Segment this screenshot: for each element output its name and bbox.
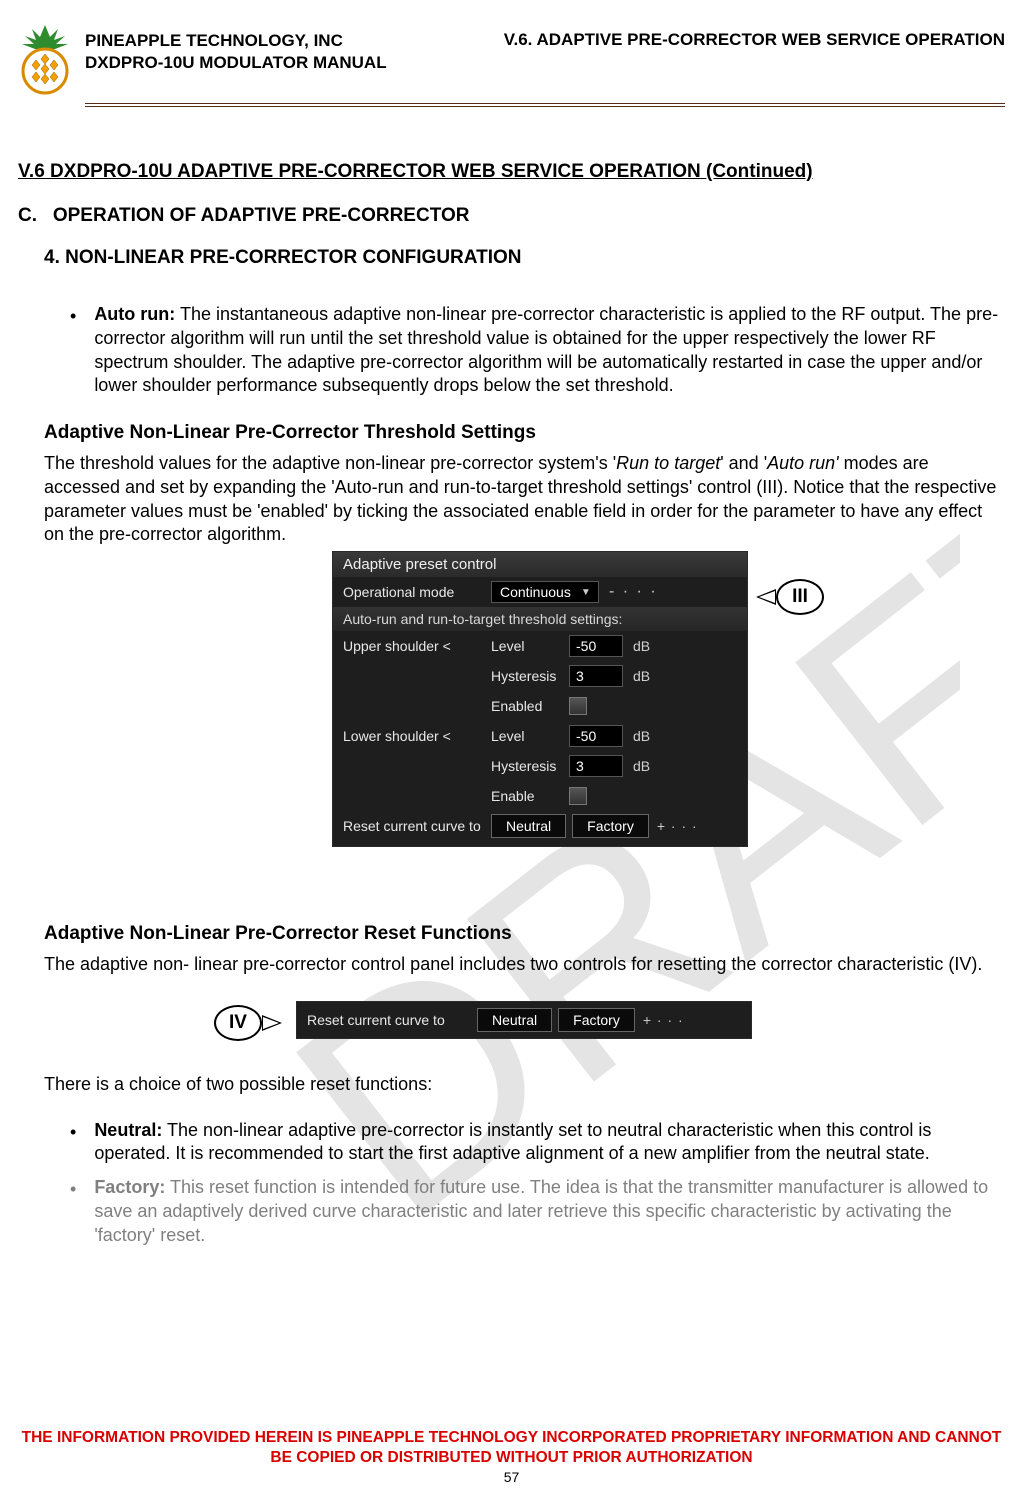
subsection-c-label: C. bbox=[18, 205, 37, 226]
company-name: PINEAPPLE TECHNOLOGY, INC bbox=[85, 30, 387, 52]
page-header: PINEAPPLE TECHNOLOGY, INC DXDPRO-10U MOD… bbox=[18, 24, 1005, 101]
reset-dots-2: + · · · bbox=[643, 1012, 684, 1028]
enabled-label-1: Enabled bbox=[491, 698, 569, 714]
reset-label-2: Reset current curve to bbox=[307, 1012, 477, 1028]
section-title-text: V.6 DXDPRO-10U ADAPTIVE PRE-CORRECTOR WE… bbox=[18, 161, 701, 182]
proprietary-notice: THE INFORMATION PROVIDED HEREIN IS PINEA… bbox=[18, 1428, 1005, 1467]
lower-enable-checkbox[interactable] bbox=[569, 787, 587, 805]
bullet-neutral: • Neutral: The non-linear adaptive pre-c… bbox=[70, 1119, 1005, 1167]
section-title-continued: (Continued) bbox=[701, 161, 813, 182]
panel-2-wrap: IV Reset current curve to Neutral Factor… bbox=[44, 995, 1005, 1051]
adaptive-preset-panel: Adaptive preset control Operational mode… bbox=[332, 551, 748, 847]
reset-paragraph: The adaptive non- linear pre-corrector c… bbox=[44, 953, 1005, 977]
bullet-factory: • Factory: This reset function is intend… bbox=[70, 1176, 1005, 1247]
unit-db-2: dB bbox=[633, 668, 650, 684]
bullet-auto-run: • Auto run: The instantaneous adaptive n… bbox=[70, 303, 1005, 398]
unit-db-3: dB bbox=[633, 728, 650, 744]
op-mode-dots: - · · · bbox=[609, 583, 658, 601]
callout-III: III bbox=[756, 579, 824, 615]
page-number: 57 bbox=[18, 1469, 1005, 1485]
bullet-auto-run-text: The instantaneous adaptive non-linear pr… bbox=[94, 304, 998, 395]
upper-level-input[interactable]: -50 bbox=[569, 635, 623, 657]
level-label-1: Level bbox=[491, 638, 569, 654]
panel-subheader: Auto-run and run-to-target threshold set… bbox=[333, 607, 747, 631]
manual-name: DXDPRO-10U MODULATOR MANUAL bbox=[85, 52, 387, 74]
unit-db-4: dB bbox=[633, 758, 650, 774]
lower-level-input[interactable]: -50 bbox=[569, 725, 623, 747]
neutral-button-1[interactable]: Neutral bbox=[491, 814, 566, 838]
bullet-neutral-text: The non-linear adaptive pre-corrector is… bbox=[94, 1120, 931, 1164]
section-title: V.6 DXDPRO-10U ADAPTIVE PRE-CORRECTOR WE… bbox=[18, 161, 1005, 183]
callout-IV-label: IV bbox=[214, 1005, 262, 1041]
header-section-ref: V.6. ADAPTIVE PRE-CORRECTOR WEB SERVICE … bbox=[504, 30, 1005, 74]
reset-heading: Adaptive Non-Linear Pre-Corrector Reset … bbox=[44, 923, 1005, 945]
header-left: PINEAPPLE TECHNOLOGY, INC DXDPRO-10U MOD… bbox=[85, 30, 387, 74]
bullet-dot-icon: • bbox=[70, 303, 76, 398]
panel-title: Adaptive preset control bbox=[333, 552, 747, 577]
upper-hyst-input[interactable]: 3 bbox=[569, 665, 623, 687]
enable-label-2: Enable bbox=[491, 788, 569, 804]
level-label-2: Level bbox=[491, 728, 569, 744]
upper-enabled-checkbox[interactable] bbox=[569, 697, 587, 715]
neutral-button-2[interactable]: Neutral bbox=[477, 1008, 552, 1032]
bullet-factory-text: This reset function is intended for futu… bbox=[94, 1177, 988, 1245]
lower-hyst-input[interactable]: 3 bbox=[569, 755, 623, 777]
bullet-auto-run-label: Auto run: bbox=[94, 304, 175, 324]
dropdown-caret-icon: ▼ bbox=[581, 587, 591, 598]
unit-db-1: dB bbox=[633, 638, 650, 654]
logo bbox=[18, 24, 73, 101]
factory-button-1[interactable]: Factory bbox=[572, 814, 649, 838]
op-mode-label: Operational mode bbox=[343, 584, 491, 600]
callout-tail-right-icon bbox=[262, 1015, 282, 1031]
hyst-label-1: Hysteresis bbox=[491, 668, 569, 684]
hyst-label-2: Hysteresis bbox=[491, 758, 569, 774]
reset-panel: Reset current curve to Neutral Factory +… bbox=[296, 1001, 752, 1039]
threshold-heading: Adaptive Non-Linear Pre-Corrector Thresh… bbox=[44, 422, 1005, 444]
bullet-dot-icon: • bbox=[70, 1176, 76, 1247]
subsection-c-text: OPERATION OF ADAPTIVE PRE-CORRECTOR bbox=[53, 205, 470, 226]
op-mode-value: Continuous bbox=[500, 584, 571, 600]
bullet-factory-label: Factory: bbox=[94, 1177, 165, 1197]
bullet-dot-icon: • bbox=[70, 1119, 76, 1167]
subsection-4: 4. NON-LINEAR PRE-CORRECTOR CONFIGURATIO… bbox=[44, 247, 1005, 269]
callout-tail-left-icon bbox=[756, 589, 776, 605]
lower-shoulder-label: Lower shoulder < bbox=[343, 728, 491, 744]
callout-IV: IV bbox=[214, 1005, 282, 1041]
reset-dots-1: + · · · bbox=[657, 818, 698, 834]
page-footer: THE INFORMATION PROVIDED HEREIN IS PINEA… bbox=[18, 1428, 1005, 1485]
subsection-c: C. OPERATION OF ADAPTIVE PRE-CORRECTOR bbox=[18, 205, 1005, 227]
op-mode-select[interactable]: Continuous ▼ bbox=[491, 581, 599, 603]
upper-shoulder-label: Upper shoulder < bbox=[343, 638, 491, 654]
choice-line: There is a choice of two possible reset … bbox=[44, 1073, 1005, 1097]
threshold-paragraph: The threshold values for the adaptive no… bbox=[44, 452, 1005, 547]
bullet-neutral-label: Neutral: bbox=[94, 1120, 162, 1140]
panel-1-wrap: Adaptive preset control Operational mode… bbox=[44, 551, 1005, 917]
reset-label-1: Reset current curve to bbox=[343, 818, 491, 834]
callout-III-label: III bbox=[776, 579, 824, 615]
factory-button-2[interactable]: Factory bbox=[558, 1008, 635, 1032]
